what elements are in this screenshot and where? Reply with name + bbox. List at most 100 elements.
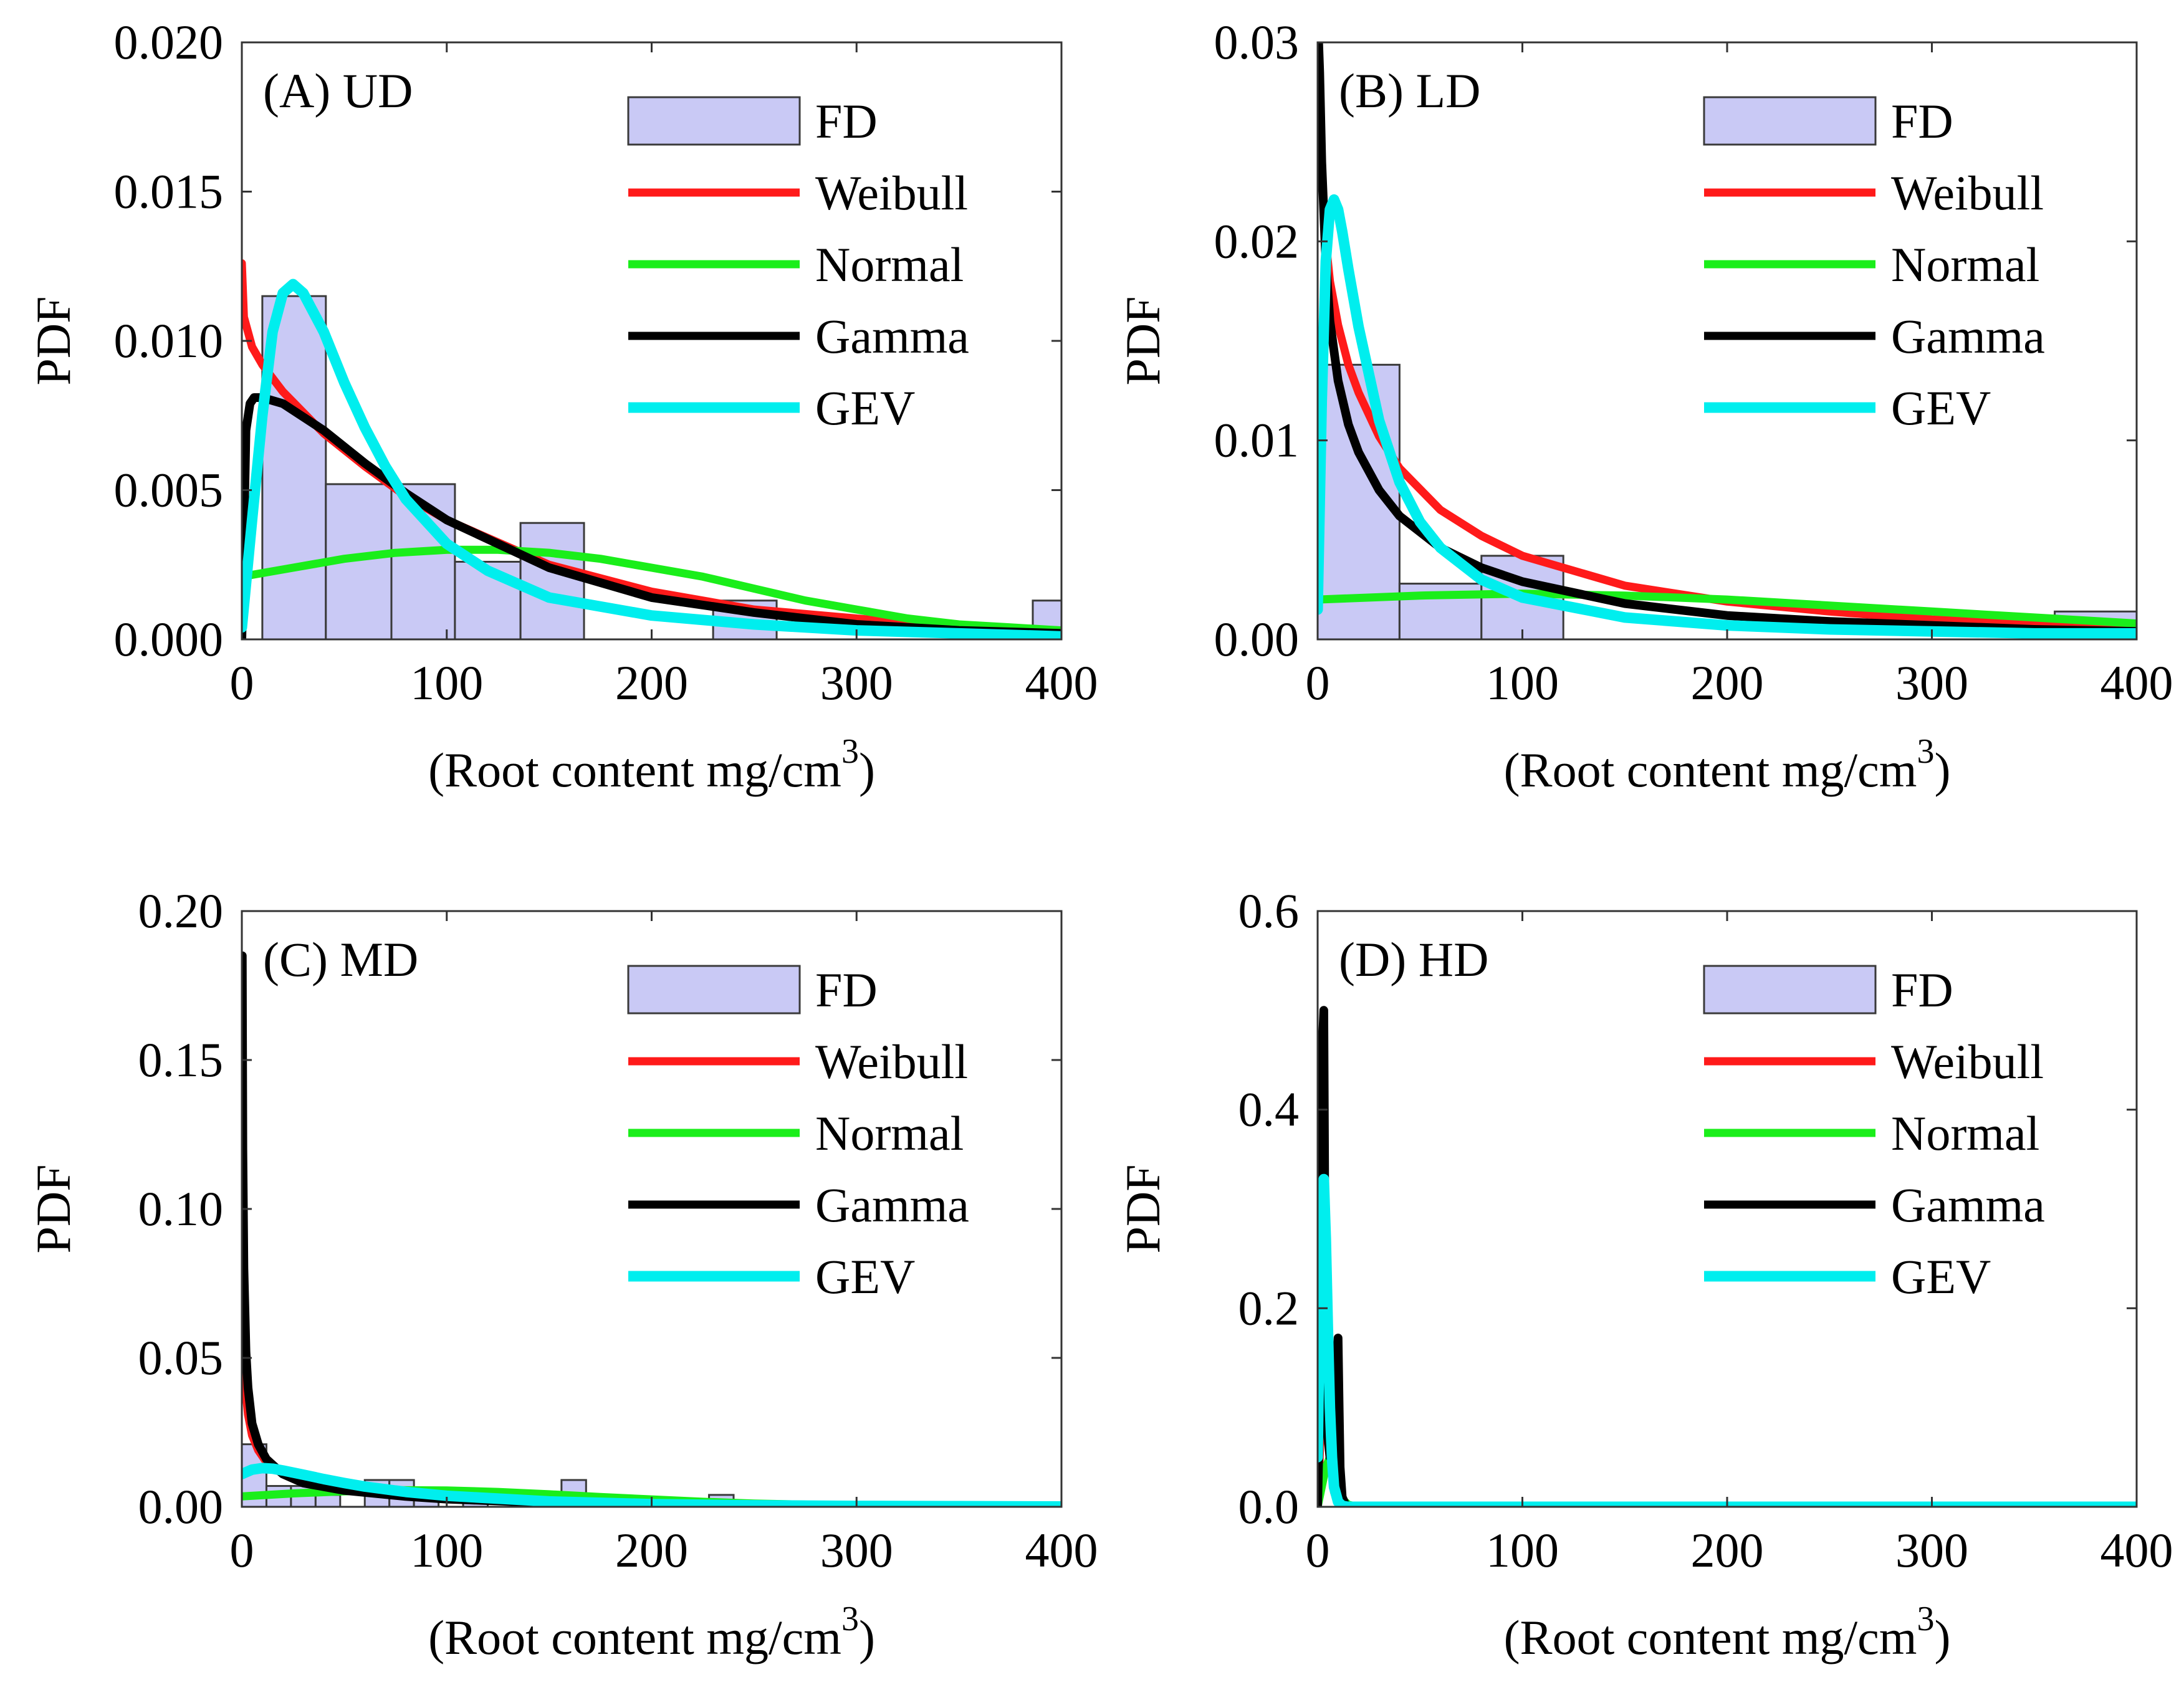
legend-label-normal: Normal bbox=[1891, 237, 2039, 292]
x-tick-label: 300 bbox=[1895, 1523, 1968, 1577]
legend: FD Weibull Normal Gamma GEV bbox=[627, 94, 969, 435]
x-axis-label: (Root content mg/cm3) bbox=[1504, 1600, 1951, 1664]
x-axis-label-superscript: 3 bbox=[1917, 732, 1934, 771]
legend-label-gev: GEV bbox=[815, 381, 915, 435]
panel-4: 0 100 200 300 400 0.0 0.2 0.4 0.6 PDF (Root conten… bbox=[1116, 884, 2173, 1664]
legend-label-fd: FD bbox=[1891, 963, 1953, 1017]
panel-title: (D) HD bbox=[1339, 932, 1488, 986]
panel-1: 0 100 200 300 400 0.000 0.005 0.010 0.015 0.020 PD… bbox=[26, 15, 1098, 797]
legend: FD Weibull Normal Gamma GEV bbox=[1703, 963, 2045, 1304]
y-tick-label: 0.005 bbox=[114, 463, 224, 517]
x-axis-label-main: (Root content mg/cm bbox=[1504, 1610, 1917, 1664]
x-axis-label: (Root content mg/cm3) bbox=[1504, 732, 1951, 797]
y-tick-label: 0.0 bbox=[1238, 1479, 1300, 1534]
x-axis-label-close: ) bbox=[1934, 1610, 1950, 1664]
x-tick-label: 300 bbox=[820, 1523, 893, 1577]
x-axis-label-main: (Root content mg/cm bbox=[428, 1610, 841, 1664]
x-tick-label: 200 bbox=[615, 656, 688, 710]
legend: FD Weibull Normal Gamma GEV bbox=[627, 963, 969, 1304]
legend-label-normal: Normal bbox=[1891, 1106, 2039, 1160]
legend-label-gev: GEV bbox=[1891, 381, 1991, 435]
x-tick-label: 200 bbox=[1691, 656, 1764, 710]
series-weibull-line bbox=[1318, 1324, 2137, 1507]
series-gamma-line bbox=[242, 393, 1061, 639]
x-tick-label: 100 bbox=[410, 656, 483, 710]
legend-label-normal: Normal bbox=[815, 237, 964, 292]
legend-label-weibull: Weibull bbox=[1891, 166, 2044, 220]
y-tick-label: 0.010 bbox=[114, 313, 224, 368]
series-normal-line bbox=[242, 545, 1061, 635]
y-axis-label: PDF bbox=[1116, 296, 1170, 385]
legend-label-gev: GEV bbox=[1891, 1249, 1991, 1304]
x-axis-label: (Root content mg/cm3) bbox=[428, 732, 875, 797]
x-tick-label: 0 bbox=[230, 1523, 254, 1577]
x-axis-label-main: (Root content mg/cm bbox=[428, 743, 841, 797]
legend-label-gamma: Gamma bbox=[815, 309, 969, 363]
x-tick-label: 400 bbox=[2100, 656, 2173, 710]
series-normal-line bbox=[1318, 590, 2137, 628]
y-axis-label: PDF bbox=[1116, 1164, 1170, 1253]
x-tick-label: 200 bbox=[1691, 1523, 1764, 1577]
legend-label-fd: FD bbox=[815, 94, 878, 148]
x-axis-label-superscript: 3 bbox=[841, 732, 859, 771]
x-tick-label: 400 bbox=[2100, 1523, 2173, 1577]
series-gev-line bbox=[242, 279, 1061, 639]
y-tick-label: 0.20 bbox=[138, 884, 224, 938]
fitted-curves bbox=[242, 951, 1061, 1507]
histogram-bar bbox=[314, 1494, 342, 1507]
y-tick-label: 0.15 bbox=[138, 1033, 224, 1087]
legend-label-fd: FD bbox=[815, 963, 878, 1017]
x-tick-label: 0 bbox=[1306, 1523, 1330, 1577]
y-tick-label: 0.10 bbox=[138, 1182, 224, 1236]
legend-label-gev: GEV bbox=[815, 1249, 915, 1304]
y-tick-label: 0.000 bbox=[114, 612, 224, 666]
panel-2: 0 100 200 300 400 0.00 0.01 0.02 0.03 PDF (Root co… bbox=[1116, 15, 2173, 797]
legend-swatch-fd bbox=[627, 96, 801, 146]
y-tick-label: 0.4 bbox=[1238, 1082, 1300, 1137]
series-weibull-line bbox=[242, 1220, 1061, 1507]
y-tick-label: 0.6 bbox=[1238, 884, 1300, 938]
y-tick-label: 0.02 bbox=[1214, 214, 1300, 268]
legend-label-normal: Normal bbox=[815, 1106, 964, 1160]
x-tick-label: 400 bbox=[1025, 656, 1098, 710]
y-tick-label: 0.00 bbox=[1214, 612, 1300, 666]
x-tick-label: 200 bbox=[615, 1523, 688, 1577]
x-axis-label: (Root content mg/cm3) bbox=[428, 1600, 875, 1664]
legend-label-weibull: Weibull bbox=[815, 166, 968, 220]
series-gev-line bbox=[1318, 194, 2137, 639]
legend-swatch-fd bbox=[1703, 96, 1877, 146]
x-axis-label-close: ) bbox=[1934, 743, 1950, 797]
legend-label-gamma: Gamma bbox=[1891, 1178, 2045, 1232]
x-axis-label-main: (Root content mg/cm bbox=[1504, 743, 1917, 797]
y-tick-label: 0.00 bbox=[138, 1479, 224, 1534]
x-tick-label: 0 bbox=[230, 656, 254, 710]
y-tick-label: 0.020 bbox=[114, 15, 224, 69]
legend-label-gamma: Gamma bbox=[815, 1178, 969, 1232]
fitted-curves bbox=[242, 259, 1061, 639]
x-tick-label: 100 bbox=[410, 1523, 483, 1577]
legend-label-weibull: Weibull bbox=[815, 1034, 968, 1089]
fitted-curves bbox=[1318, 1006, 2137, 1507]
x-axis-label-close: ) bbox=[859, 743, 875, 797]
legend-label-gamma: Gamma bbox=[1891, 309, 2045, 363]
legend-label-fd: FD bbox=[1891, 94, 1953, 148]
y-tick-label: 0.01 bbox=[1214, 413, 1300, 467]
x-tick-label: 400 bbox=[1025, 1523, 1098, 1577]
legend-swatch-fd bbox=[627, 965, 801, 1015]
y-tick-label: 0.2 bbox=[1238, 1281, 1300, 1335]
legend-label-weibull: Weibull bbox=[1891, 1034, 2044, 1089]
y-tick-label: 0.015 bbox=[114, 165, 224, 219]
series-gev-line bbox=[1318, 1173, 2137, 1507]
legend: FD Weibull Normal Gamma GEV bbox=[1703, 94, 2045, 435]
y-tick-label: 0.05 bbox=[138, 1330, 224, 1385]
y-tick-label: 0.03 bbox=[1214, 15, 1300, 69]
x-tick-label: 100 bbox=[1486, 1523, 1559, 1577]
x-axis-label-superscript: 3 bbox=[1917, 1600, 1934, 1638]
panel-title: (A) UD bbox=[263, 64, 413, 118]
panel-title: (B) LD bbox=[1339, 64, 1480, 118]
y-axis-label: PDF bbox=[26, 1164, 80, 1253]
x-tick-label: 100 bbox=[1486, 656, 1559, 710]
legend-swatch-fd bbox=[1703, 965, 1877, 1015]
x-axis-label-superscript: 3 bbox=[841, 1600, 859, 1638]
